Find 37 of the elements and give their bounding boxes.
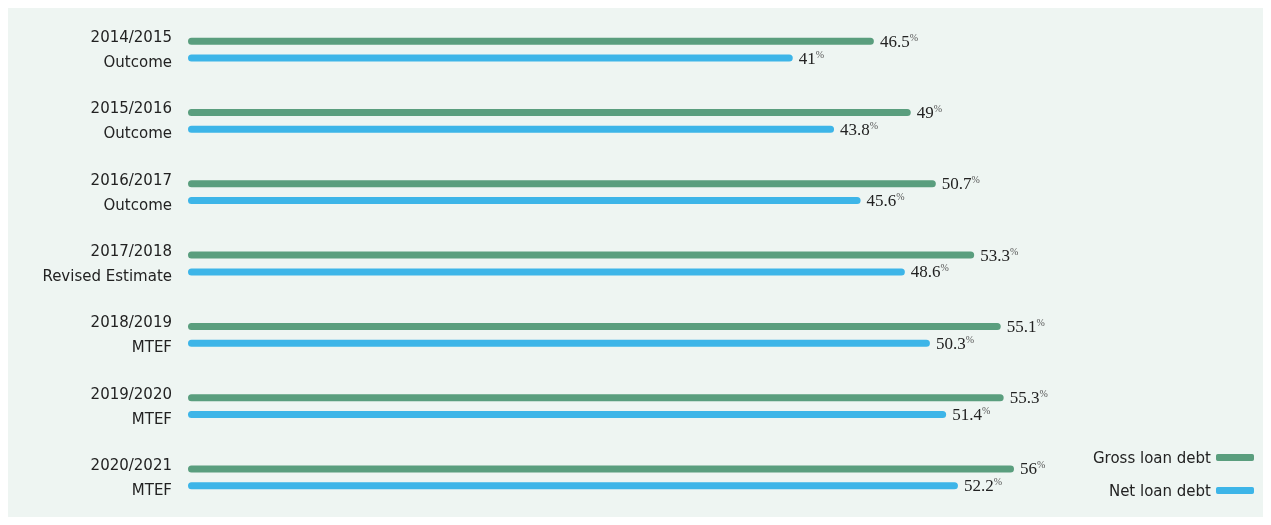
y-tick-label: 2019/2020 MTEF <box>90 384 172 428</box>
bar <box>188 322 1001 330</box>
data-label: 52.2% <box>963 476 1003 496</box>
bar <box>188 465 1014 473</box>
bar <box>188 109 911 117</box>
data-label: 48.6% <box>910 262 949 282</box>
legend-label: Gross loan debt <box>1092 448 1212 467</box>
bar <box>188 180 936 188</box>
data-label: 50.7% <box>941 174 980 194</box>
bar <box>188 394 1004 402</box>
data-label: 45.6% <box>866 191 905 211</box>
bar <box>188 125 835 133</box>
data-label: 53.3% <box>980 245 1019 265</box>
bar <box>188 251 975 259</box>
y-tick-label: 2018/2019 MTEF <box>90 313 172 357</box>
data-label: 55.1% <box>1006 316 1045 336</box>
data-label: 41% <box>798 48 825 68</box>
bar <box>188 482 958 490</box>
y-tick-label: 2016/2017 Outcome <box>90 170 172 214</box>
data-label: 50.3% <box>935 333 975 353</box>
bar <box>188 37 874 45</box>
y-tick-label: 2014/2015 Outcome <box>90 28 172 72</box>
data-label: 51.4% <box>952 404 991 424</box>
data-label: 55.3% <box>1009 388 1048 408</box>
data-label: 43.8% <box>840 119 879 139</box>
bar <box>188 410 947 418</box>
data-label: 56% <box>1020 459 1046 479</box>
bar <box>188 197 861 205</box>
bar <box>188 339 930 347</box>
y-tick-label: 2017/2018 Revised Estimate <box>42 242 172 285</box>
bar <box>188 268 905 276</box>
data-label: 49% <box>916 103 943 123</box>
y-tick-label: 2015/2016 Outcome <box>90 99 172 143</box>
legend-label: Net loan debt <box>1108 481 1212 500</box>
data-label: 46.5% <box>879 31 918 51</box>
y-tick-label: 2020/2021 MTEF <box>90 455 172 499</box>
bar <box>188 54 793 62</box>
